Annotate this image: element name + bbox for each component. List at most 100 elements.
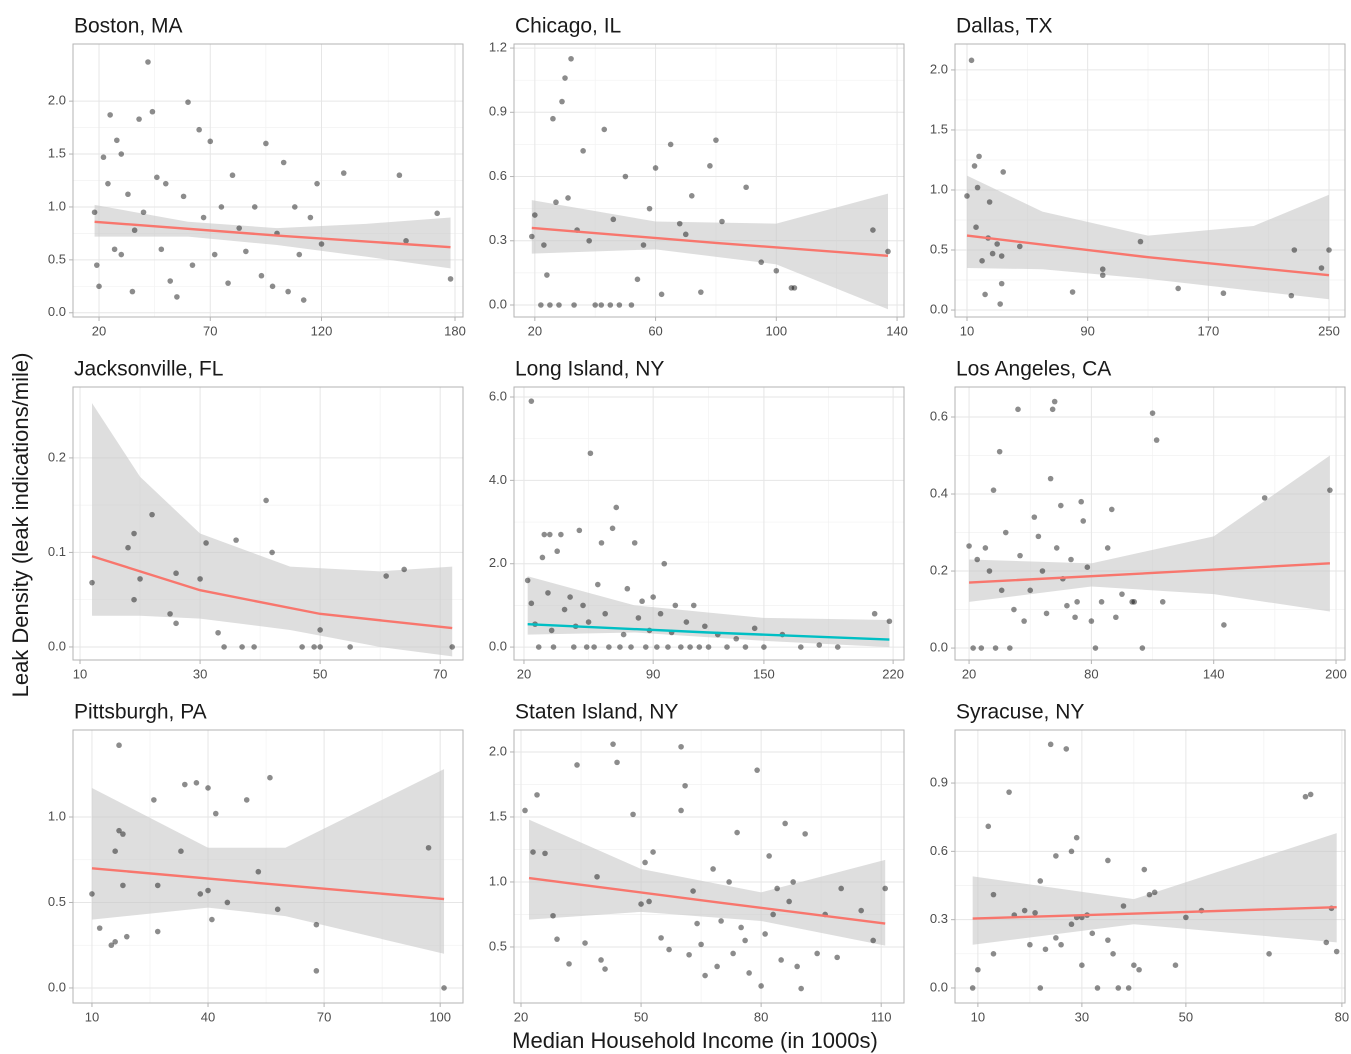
point [530,849,536,855]
point [1125,985,1132,991]
x-tick-label: 180 [444,323,466,338]
point [698,289,704,295]
point [630,811,636,818]
point [885,248,891,255]
point [694,920,700,927]
point [129,288,136,295]
point [522,807,528,814]
point [982,545,989,551]
point [1318,265,1325,271]
point [1058,502,1064,509]
point [173,570,179,577]
point [317,644,323,650]
point [1291,247,1298,253]
point [105,180,111,187]
point [1068,556,1074,563]
y-tick-label: 0.0 [48,638,66,653]
point [567,594,573,600]
point [528,600,535,607]
panel: Pittsburgh, PA 10 40 70 100 0.0 0.5 1.0 [48,701,464,1024]
y-tick-label: 0.0 [489,296,507,311]
point [992,645,999,651]
point [614,759,620,766]
y-tick-label: 1.0 [48,808,66,823]
point [528,398,535,404]
point [998,280,1005,287]
point [1074,599,1080,605]
y-tick-label: 2.0 [489,743,507,758]
point [1153,437,1160,443]
panel-title: Los Angeles, CA [956,358,1111,381]
point [782,820,788,827]
point [682,782,688,789]
confidence-band [92,403,453,657]
point [602,966,608,972]
point [571,302,577,308]
point [89,891,95,897]
point [601,126,608,133]
x-tick-label: 140 [1203,666,1225,681]
point [311,644,317,650]
point [1049,406,1056,413]
point [174,294,180,300]
point [1119,591,1125,597]
y-tick-label: 0.4 [930,485,948,500]
point [1266,951,1272,957]
point [634,276,641,283]
point [1011,606,1017,613]
point [788,285,795,291]
point [974,184,981,191]
point [705,644,712,650]
point [554,936,560,942]
point [742,937,748,944]
x-tick-label: 50 [1179,1009,1193,1024]
point [583,644,590,650]
y-tick-label: 1.2 [489,40,507,55]
point [449,644,455,650]
point [686,951,692,958]
point [738,924,744,931]
point [1027,941,1033,948]
point [185,99,191,105]
point [761,644,767,650]
point [834,644,841,650]
plot-area [964,57,1332,307]
point [1068,921,1075,928]
x-tick-label: 90 [646,666,660,681]
point [594,581,601,588]
point [251,644,257,650]
point [233,537,239,543]
point [713,137,719,143]
plot-area [529,55,891,310]
point [314,180,320,187]
point [635,615,642,621]
point [989,250,996,257]
y-tick-label: 0.6 [930,843,948,858]
y-tick-label: 1.5 [930,121,948,136]
point [1073,834,1080,841]
y-tick-label: 0.0 [48,304,66,319]
x-tick-label: 20 [962,666,976,681]
y-tick-label: 0.0 [48,979,66,994]
point [683,619,690,625]
point [550,912,556,919]
point [225,280,231,286]
point [149,511,155,518]
point [205,887,211,894]
panel: Syracuse, NY 10 30 50 80 0.0 0.3 0.6 0.9 [930,701,1349,1025]
point [193,780,200,786]
point [108,942,115,949]
point [766,853,772,859]
y-tick-label: 0.0 [489,639,507,654]
point [687,644,693,650]
point [258,272,265,279]
point [1129,599,1135,605]
trend-line [972,905,1337,920]
point [425,844,432,851]
point [1088,618,1095,624]
point [794,963,800,970]
point [554,548,560,555]
point [441,985,447,991]
x-tick-label: 10 [73,666,87,681]
point [137,576,143,582]
